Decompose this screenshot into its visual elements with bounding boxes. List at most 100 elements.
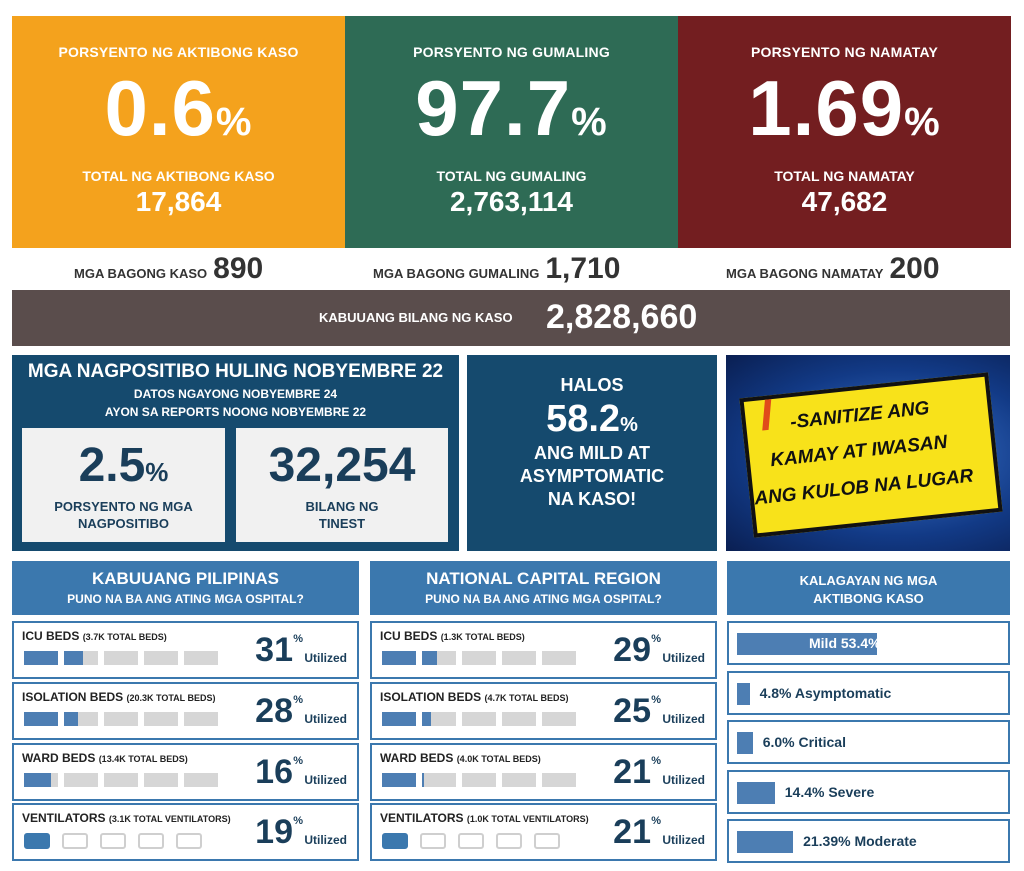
utilization-segment	[422, 773, 456, 787]
mild-panel: HALOS 58.2% ANG MILD AT ASYMPTOMATIC NA …	[467, 355, 717, 551]
utilization-segment	[502, 651, 536, 665]
utilization-segment	[144, 773, 178, 787]
resource-total: (4.7K TOTAL BEDS)	[484, 693, 569, 703]
utilization-segment	[104, 712, 138, 726]
utilization-card: VENTILATORS (3.1K TOTAL VENTILATORS) 19% U…	[12, 803, 359, 861]
status-header: KALAGAYAN NG MGA AKTIBONG KASO	[727, 561, 1010, 615]
utilization-fill	[422, 773, 424, 787]
ventilator-icon	[100, 833, 126, 849]
utilization-segment	[462, 651, 496, 665]
utilization-segment	[184, 773, 218, 787]
resource-title: ISOLATION BEDS (4.7K TOTAL BEDS)	[380, 690, 568, 704]
utilized-label: Utilized	[304, 773, 347, 787]
utilization-value: 28	[255, 692, 293, 730]
ph-subtitle: PUNO NA BA ANG ATING MGA OSPITAL?	[67, 592, 304, 606]
utilization-segment	[144, 712, 178, 726]
resource-name: WARD BEDS	[22, 751, 96, 765]
tested-label1: BILANG NG	[305, 499, 379, 514]
utilization-fill	[24, 651, 58, 665]
resource-title: VENTILATORS (3.1K TOTAL VENTILATORS)	[22, 811, 231, 825]
active-pct-title: PORSYENTO NG AKTIBONG KASO	[58, 44, 299, 60]
status-label: Mild 53.4%	[809, 635, 881, 651]
ph-header: KABUUANG PILIPINAS PUNO NA BA ANG ATING …	[12, 561, 359, 615]
total-cases-label: KABUUANG BILANG NG KASO	[319, 310, 513, 325]
tested-card: 32,254 BILANG NG TINEST	[236, 428, 448, 542]
ventilator-icon	[496, 833, 522, 849]
recovered-pct-title: PORSYENTO NG GUMALING	[413, 44, 610, 60]
utilization-segment	[382, 651, 416, 665]
positivity-rate-label2: NAGPOSITIBO	[77, 516, 169, 531]
utilization-fill	[64, 712, 78, 726]
status-title2: AKTIBONG KASO	[813, 591, 924, 606]
resource-name: ICU BEDS	[380, 629, 438, 643]
ventilator-icon	[24, 833, 50, 849]
utilization-card: WARD BEDS (13.4K TOTAL BEDS) 16% Utilized	[12, 743, 359, 801]
status-label: 6.0% Critical	[762, 734, 846, 750]
utilized-label: Utilized	[662, 773, 705, 787]
resource-title: ICU BEDS (3.7K TOTAL BEDS)	[22, 629, 167, 643]
status-bar	[737, 782, 775, 804]
utilization-segment	[382, 712, 416, 726]
utilized-label: Utilized	[662, 712, 705, 726]
utilized-label: Utilized	[662, 651, 705, 665]
ncr-header: NATIONAL CAPITAL REGION PUNO NA BA ANG A…	[370, 561, 717, 615]
resource-title: VENTILATORS (1.0K TOTAL VENTILATORS)	[380, 811, 589, 825]
tested-value: 32,254	[268, 439, 416, 492]
status-bar	[737, 633, 877, 655]
utilization-value: 21	[613, 753, 651, 791]
status-row: 21.39% Moderate	[727, 819, 1010, 863]
utilization-segment	[462, 773, 496, 787]
resource-title: ICU BEDS (1.3K TOTAL BEDS)	[380, 629, 525, 643]
utilization-segment	[64, 651, 98, 665]
ventilator-icon	[176, 833, 202, 849]
ncr-title: NATIONAL CAPITAL REGION	[426, 569, 661, 588]
resource-title: WARD BEDS (4.0K TOTAL BEDS)	[380, 751, 541, 765]
ph-title: KABUUANG PILIPINAS	[91, 569, 279, 588]
utilization-segment	[24, 773, 58, 787]
ncr-subtitle: PUNO NA BA ANG ATING MGA OSPITAL?	[425, 592, 662, 606]
positivity-sub2: AYON SA REPORTS NOONG NOBYEMBRE 22	[104, 405, 367, 419]
percent-sign: %	[293, 694, 303, 706]
utilization-segment	[24, 651, 58, 665]
utilization-fill	[24, 712, 58, 726]
utilization-segment	[542, 651, 576, 665]
utilization-card: VENTILATORS (1.0K TOTAL VENTILATORS) 21% U…	[370, 803, 717, 861]
mild-line2: ANG MILD AT	[534, 443, 650, 463]
utilization-fill	[382, 651, 416, 665]
mild-line4: NA KASO!	[547, 489, 637, 509]
resource-total: (13.4K TOTAL BEDS)	[98, 754, 188, 764]
positivity-rate-card: 2.5% PORSYENTO NG MGA NAGPOSITIBO	[22, 428, 225, 542]
ventilator-icon	[138, 833, 164, 849]
status-label: 21.39% Moderate	[803, 833, 917, 849]
resource-total: (3.7K TOTAL BEDS)	[82, 632, 167, 642]
utilization-segment	[502, 773, 536, 787]
utilization-segment	[542, 712, 576, 726]
percent-sign: %	[293, 633, 303, 645]
new-deaths: MGA BAGONG NAMATAY 200	[726, 252, 940, 285]
utilization-value: 29	[613, 631, 651, 669]
utilization-card: ICU BEDS (3.7K TOTAL BEDS) 31% Utilized	[12, 621, 359, 679]
active-cases-panel: PORSYENTO NG AKTIBONG KASO 0.6% TOTAL NG…	[12, 16, 345, 248]
utilization-segment	[184, 712, 218, 726]
deaths-panel: PORSYENTO NG NAMATAY 1.69% TOTAL NG NAMA…	[678, 16, 1011, 248]
deaths-pct-title: PORSYENTO NG NAMATAY	[750, 44, 939, 60]
sanitize-banner: I -SANITIZE ANG KAMAY AT IWASAN ANG KULO…	[726, 355, 1010, 551]
deaths-pct-value: 1.69%	[748, 64, 941, 152]
resource-name: ICU BEDS	[22, 629, 80, 643]
resource-total: (3.1K TOTAL VENTILATORS)	[108, 814, 231, 824]
active-total-value: 17,864	[135, 186, 222, 217]
utilization-segment	[422, 712, 456, 726]
utilization-value: 31	[255, 631, 293, 669]
resource-name: VENTILATORS	[22, 811, 106, 825]
tested-label2: TINEST	[318, 516, 366, 531]
resource-name: WARD BEDS	[380, 751, 454, 765]
utilization-segment	[422, 651, 456, 665]
ventilator-icon	[382, 833, 408, 849]
utilization-segment	[542, 773, 576, 787]
utilization-fill	[422, 712, 431, 726]
utilization-card: ISOLATION BEDS (20.3K TOTAL BEDS) 28% Util…	[12, 682, 359, 740]
resource-total: (20.3K TOTAL BEDS)	[126, 693, 216, 703]
resource-total: (4.0K TOTAL BEDS)	[456, 754, 541, 764]
resource-name: VENTILATORS	[380, 811, 464, 825]
status-label: 14.4% Severe	[784, 784, 875, 800]
